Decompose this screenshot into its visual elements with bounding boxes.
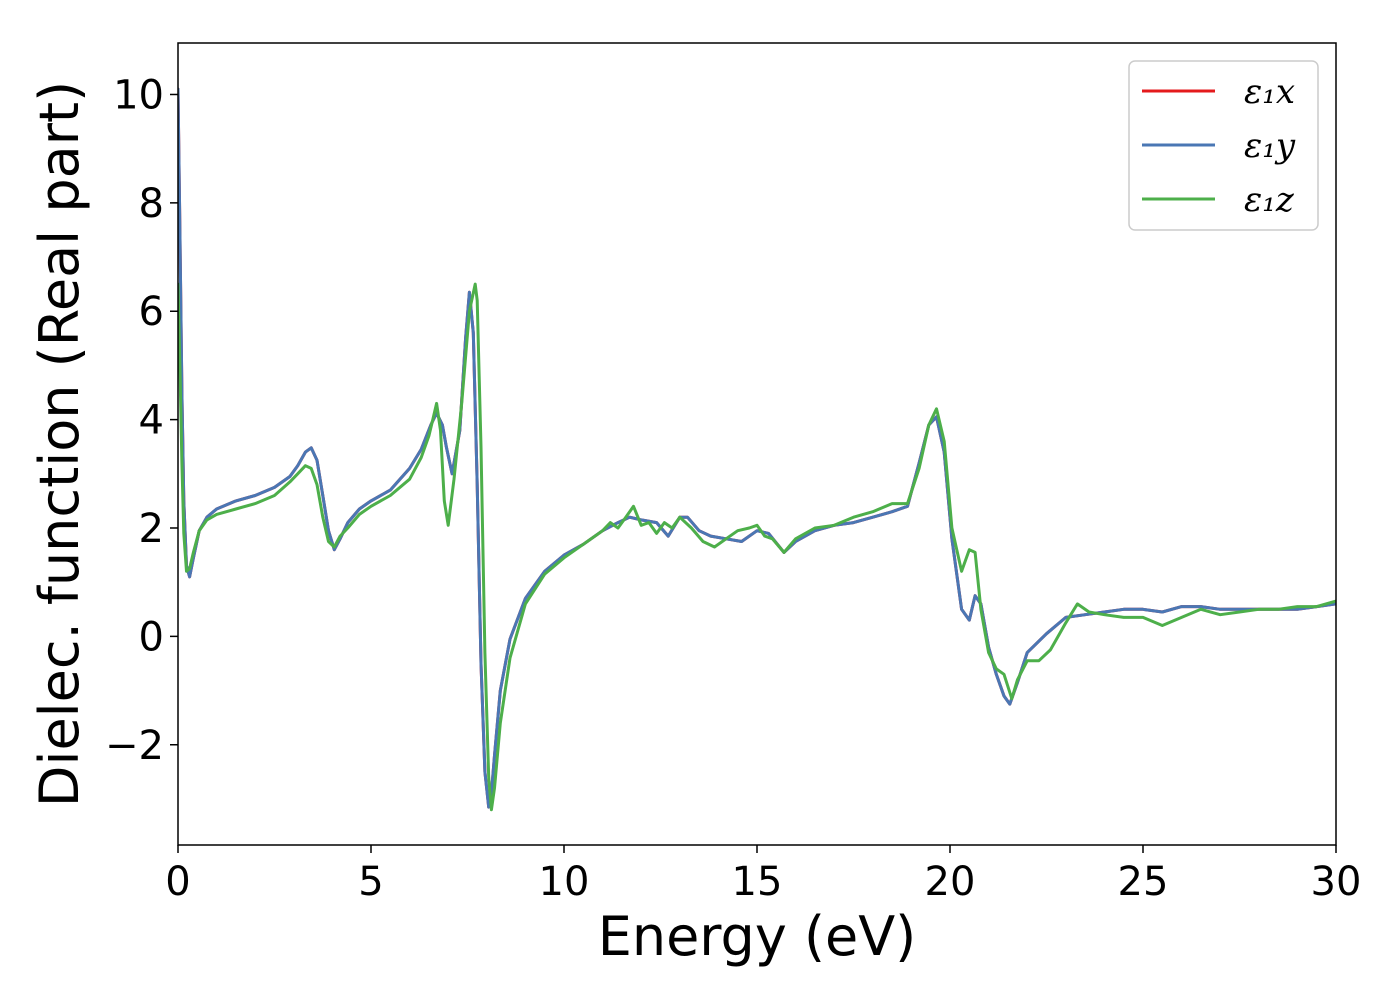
series-layer — [178, 87, 1336, 812]
y-tick-label: 2 — [139, 506, 164, 552]
x-tick-label: 10 — [539, 859, 590, 905]
x-axis-ticks: 0 5 10 15 20 25 30 — [165, 845, 1361, 905]
y-tick-label: 6 — [139, 289, 164, 335]
y-tick-label: 8 — [139, 181, 164, 227]
y-axis-label: Dielec. function (Real part) — [28, 81, 91, 807]
y-axis-ticks: −2 0 2 4 6 8 10 — [105, 72, 178, 769]
x-tick-label: 30 — [1311, 859, 1362, 905]
x-tick-label: 20 — [925, 859, 976, 905]
x-axis-label: Energy (eV) — [598, 905, 917, 968]
y-tick-label: 4 — [139, 398, 164, 444]
x-tick-label: 0 — [165, 859, 190, 905]
legend: ε₁x ε₁y ε₁z — [1128, 60, 1319, 231]
x-tick-label: 15 — [732, 859, 783, 905]
legend-box — [1128, 60, 1319, 231]
legend-label-2: ε₁y — [1244, 126, 1296, 166]
x-tick-label: 5 — [358, 859, 383, 905]
x-tick-label: 25 — [1118, 859, 1169, 905]
y-tick-label: 0 — [139, 614, 164, 660]
legend-label-3: ε₁z — [1244, 180, 1295, 220]
y-tick-label: 10 — [113, 72, 164, 118]
y-tick-label: −2 — [105, 723, 164, 769]
series-line-3 — [178, 282, 1336, 812]
legend-label-1: ε₁x — [1244, 72, 1295, 112]
